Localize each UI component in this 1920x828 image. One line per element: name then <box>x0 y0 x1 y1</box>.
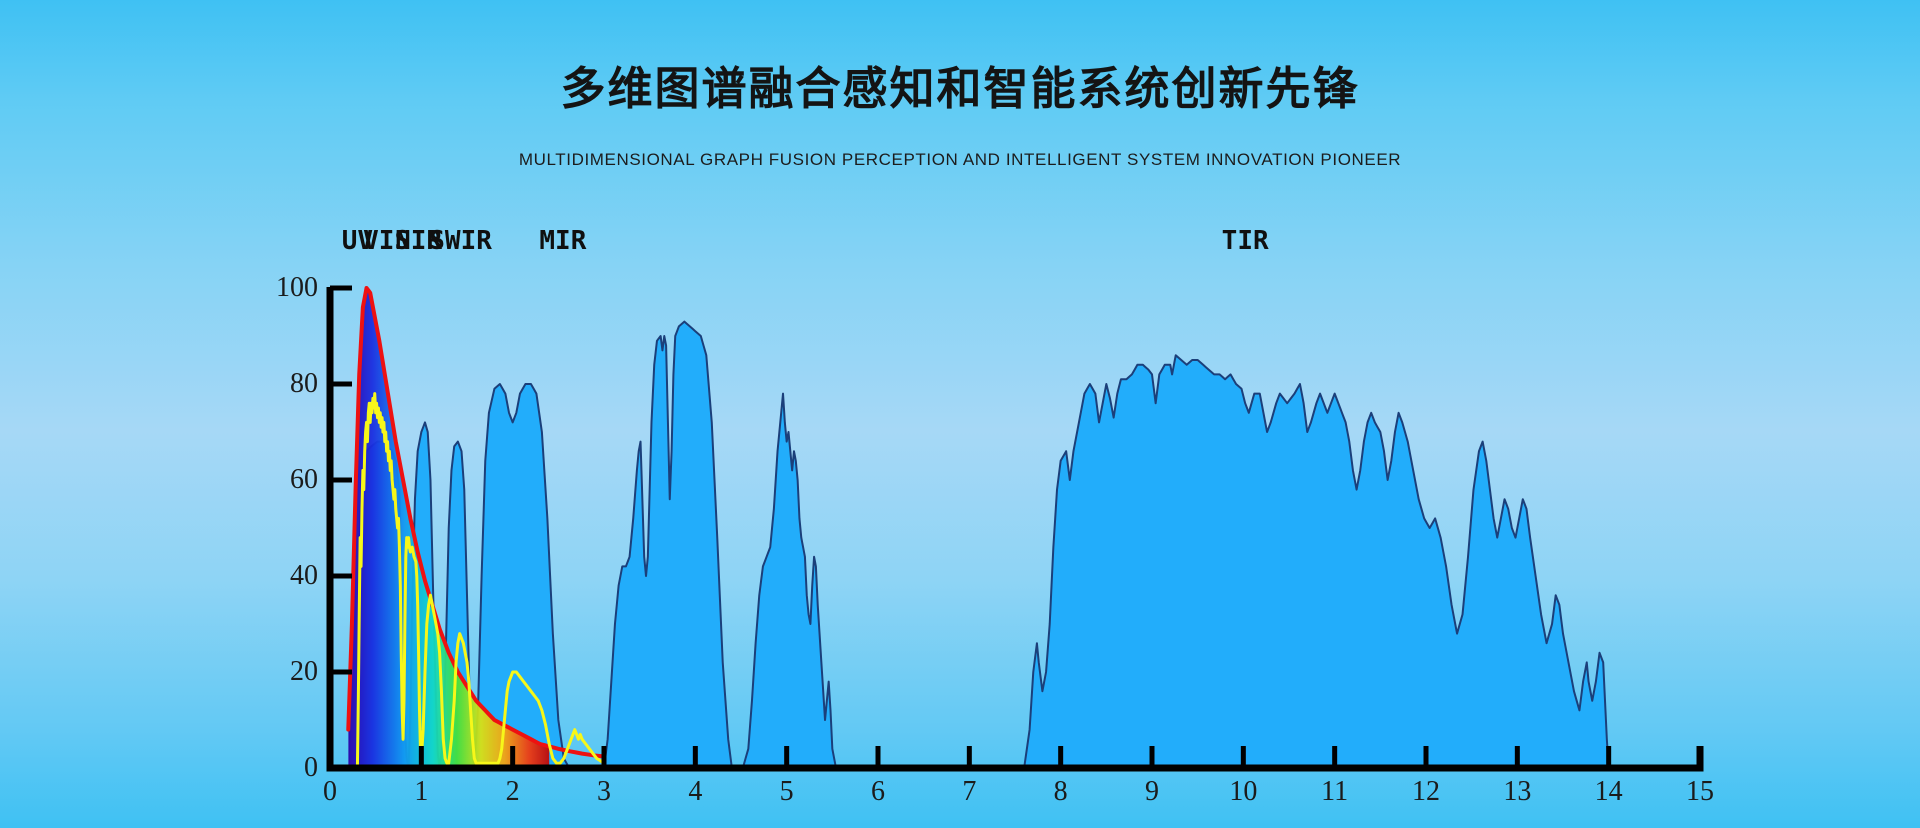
y-axis-tick-label: 100 <box>276 272 318 303</box>
x-axis-tick-label: 14 <box>1594 776 1623 807</box>
x-axis-tick-label: 15 <box>1686 776 1714 807</box>
x-axis-tick-label: 8 <box>1053 776 1068 807</box>
x-axis-tick-label: 6 <box>871 776 885 807</box>
band-label-vis: VIS <box>363 226 411 256</box>
x-axis-tick-label: 11 <box>1321 776 1349 807</box>
y-axis-tick-label: 0 <box>304 752 318 783</box>
transmission-band-area <box>603 320 733 769</box>
axis-lines <box>326 287 1704 772</box>
x-axis-tick-label: 4 <box>688 776 703 807</box>
y-axis-tick-label: 20 <box>290 656 318 687</box>
page-title: 多维图谱融合感知和智能系统创新先锋 <box>560 63 1360 114</box>
x-axis-tick-label: 13 <box>1503 776 1532 807</box>
x-axis-tick-label: 9 <box>1145 776 1159 807</box>
transmission-band-area <box>741 392 837 769</box>
x-axis-tick-label: 0 <box>323 776 337 807</box>
x-axis-tick-label: 3 <box>597 776 611 807</box>
band-label-nir: NIR <box>395 226 443 256</box>
y-axis-tick-label: 40 <box>290 560 318 591</box>
band-label-tir: TIR <box>1221 226 1269 256</box>
y-axis-tick-label: 60 <box>290 464 318 495</box>
blackbody-curve <box>346 286 606 759</box>
band-label-uv: UV <box>341 226 374 256</box>
band-label-mir: MIR <box>539 226 587 256</box>
band-label-swir: SWIR <box>429 226 492 256</box>
x-axis-tick-label: 1 <box>414 776 429 807</box>
x-axis-tick-label: 10 <box>1229 776 1258 807</box>
x-axis-tick-label: 2 <box>505 776 520 807</box>
series-layer <box>346 286 1610 770</box>
axis-layer <box>326 285 1704 772</box>
y-axis-tick-label: 80 <box>290 368 318 399</box>
x-axis-tick-label: 5 <box>779 776 794 807</box>
x-axis-tick-label: 7 <box>962 776 977 807</box>
x-axis-tick-label: 12 <box>1412 776 1440 807</box>
transmission-band-area <box>1023 354 1610 769</box>
solar-irradiance-curve <box>355 392 606 770</box>
page-subtitle: MULTIDIMENSIONAL GRAPH FUSION PERCEPTION… <box>518 150 1402 169</box>
